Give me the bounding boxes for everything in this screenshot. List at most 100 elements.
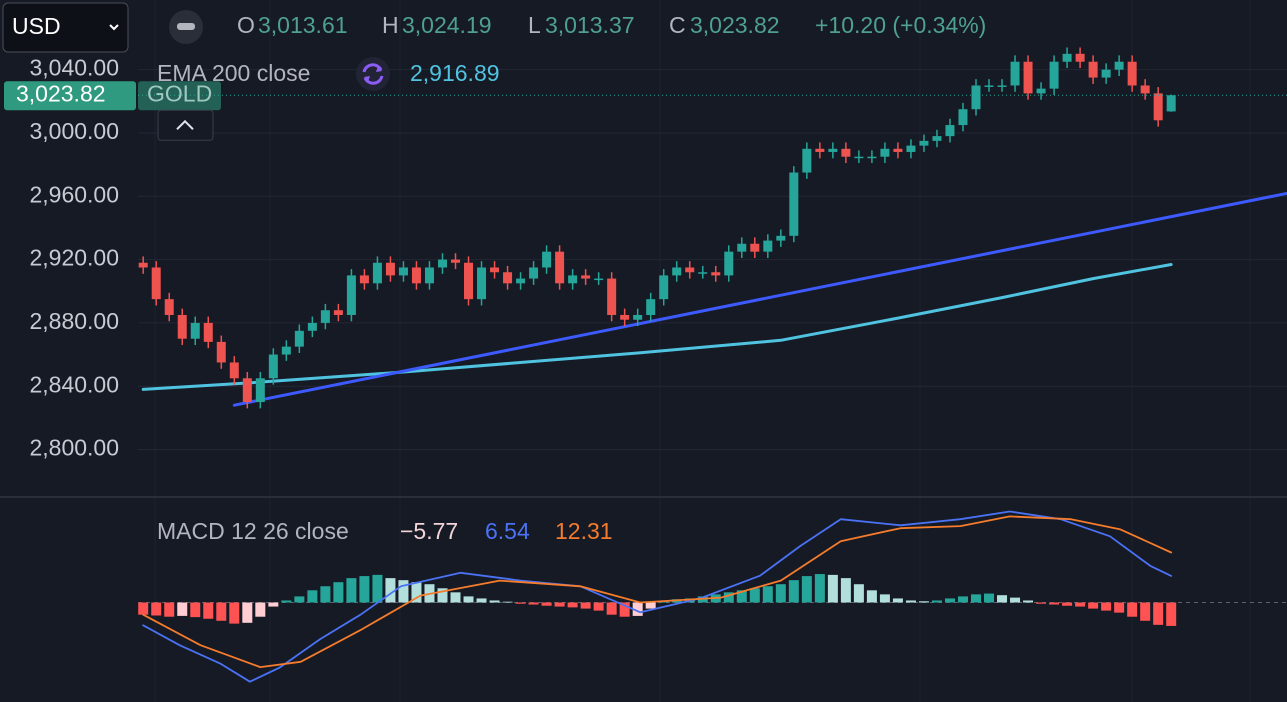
change-label: +10.20 (+0.34%) (815, 12, 986, 38)
histogram-bar (723, 592, 734, 603)
histogram-bar (840, 578, 851, 603)
candle-body (620, 314, 630, 320)
candle-body (1153, 93, 1163, 121)
candle-body (737, 243, 747, 252)
histogram-bar (489, 600, 500, 603)
currency-label: USD (12, 13, 61, 39)
histogram-bar (411, 582, 422, 603)
histogram-bar (255, 602, 266, 617)
histogram-bar (307, 590, 318, 603)
grid (154, 0, 1251, 702)
signal-value: 12.31 (555, 518, 613, 544)
macd-line (142, 510, 1173, 683)
histogram-bar (177, 602, 188, 616)
histogram-bar (515, 602, 526, 604)
candle-body (203, 322, 213, 342)
candle-body (1166, 95, 1176, 112)
refresh-arrows (364, 66, 382, 82)
candle-body (477, 267, 487, 300)
ema-line (141, 263, 1173, 391)
candle-body (464, 262, 474, 300)
candle-body (320, 310, 330, 323)
candle-body (815, 148, 825, 152)
histogram-bar (619, 602, 630, 617)
histogram-bar (918, 601, 929, 603)
histogram-bar (749, 588, 760, 603)
macd-pane (138, 510, 1287, 683)
histogram-bar (359, 576, 370, 603)
candle-body (802, 148, 812, 173)
histogram-bar (788, 580, 799, 603)
candle-body (1010, 61, 1020, 86)
histogram-bar (984, 593, 995, 603)
histogram-bar (971, 594, 982, 603)
ohlc-value: 3,023.82 (690, 12, 780, 38)
macd-title: MACD 12 26 close (157, 518, 349, 544)
histogram-bar (1114, 602, 1125, 613)
histogram-bar (138, 602, 149, 615)
currency-select[interactable] (2, 2, 129, 53)
histogram-bar (1127, 602, 1138, 617)
ohlc-letter: C (669, 12, 686, 38)
candle-body (1075, 53, 1085, 62)
candle-body (1062, 53, 1072, 62)
candle-body (659, 275, 669, 300)
candle-body (581, 275, 591, 279)
candle-body (841, 148, 851, 157)
histogram-bar (827, 574, 838, 603)
histogram-bar (294, 596, 305, 603)
symbol-box (138, 81, 221, 111)
candle-body (958, 109, 968, 126)
histogram-bar (1140, 602, 1151, 621)
ema-value: 2,916.89 (410, 60, 500, 86)
histogram-bar (1166, 602, 1177, 626)
candle-body (242, 378, 252, 403)
histogram-bar (1049, 602, 1060, 605)
candle-body (346, 275, 356, 315)
histogram-bar (437, 588, 448, 603)
histogram-bar (554, 602, 565, 607)
candle-body (398, 267, 408, 276)
candle-body (268, 354, 278, 379)
candle-body (945, 125, 955, 137)
histogram-bar (645, 602, 656, 609)
trend-line (232, 191, 1287, 407)
candle-body (385, 262, 395, 276)
histogram-bar (905, 600, 916, 603)
y-tick-label: 2,800.00 (29, 435, 119, 461)
candle-body (919, 140, 929, 146)
candle-body (281, 346, 291, 355)
candle-body (411, 267, 421, 284)
histogram-bar (814, 574, 825, 603)
histogram-bar (892, 598, 903, 603)
last-price-box (4, 81, 136, 111)
histogram-bar (1075, 602, 1086, 607)
histogram-bar (203, 602, 214, 619)
candle-body (1088, 61, 1098, 78)
histogram-bar (866, 590, 877, 603)
candle-body (490, 267, 500, 273)
candle-body (1036, 88, 1046, 94)
scroll-up-icon (176, 119, 194, 130)
candle-body (828, 148, 838, 152)
histogram-value: −5.77 (400, 518, 458, 544)
y-tick-label: 2,960.00 (29, 181, 119, 207)
candle-body (893, 148, 903, 152)
ema-icon[interactable] (356, 57, 390, 91)
histogram-bar (151, 602, 162, 616)
histogram-bar (801, 576, 812, 603)
candle-body (776, 235, 786, 241)
candle-body (424, 267, 434, 284)
ohlc-value: 3,024.19 (402, 12, 492, 38)
histogram-bar (879, 594, 890, 603)
ohlc-value: 3,013.61 (258, 12, 348, 38)
histogram-bar (853, 584, 864, 603)
histogram-bar (944, 598, 955, 603)
histogram-bar (580, 602, 591, 609)
scroll-up-button[interactable] (157, 109, 214, 141)
collapse-icon (177, 23, 195, 30)
candle-body (372, 262, 382, 284)
candle-body (1101, 69, 1111, 78)
